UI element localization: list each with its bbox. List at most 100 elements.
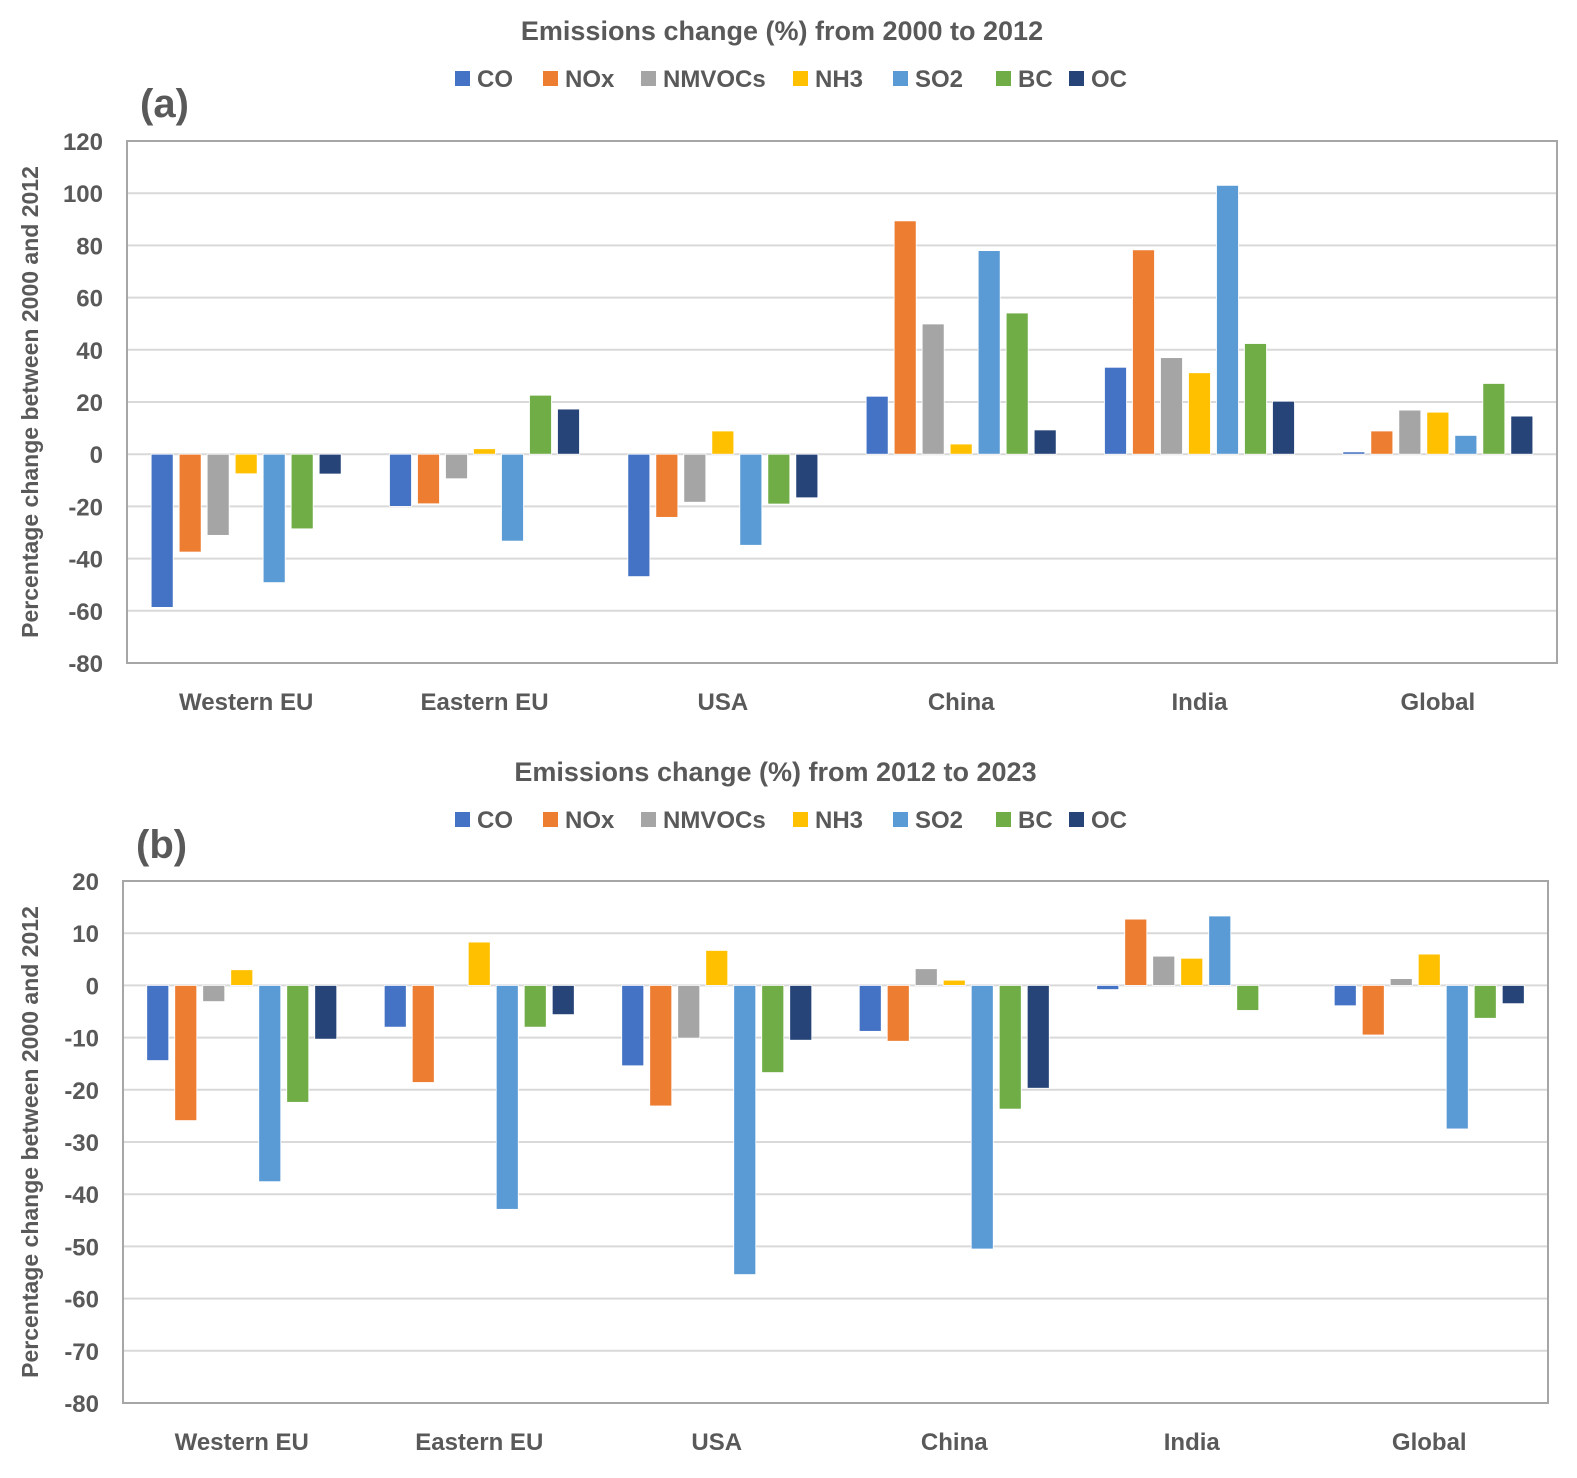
legend-item-so2: SO2 xyxy=(893,807,963,834)
bar-bc-india xyxy=(1244,343,1267,455)
bar-nh3-global xyxy=(1417,953,1441,986)
legend-label: CO xyxy=(477,807,513,834)
bar-nox-global xyxy=(1361,985,1385,1036)
bar-nh3-western-eu xyxy=(234,453,258,475)
bar-bc-global xyxy=(1473,985,1497,1019)
bar-group-india xyxy=(1104,184,1295,455)
y-tick-label: 40 xyxy=(76,338,103,365)
bar-nh3-western-eu xyxy=(230,969,254,986)
bar-so2-global xyxy=(1454,435,1478,455)
bar-so2-china xyxy=(970,985,994,1250)
bar-nh3-india xyxy=(1188,372,1211,455)
legend-label: NMVOCs xyxy=(663,807,766,834)
bar-co-western-eu xyxy=(150,453,174,608)
bar-group-western-eu xyxy=(150,453,342,608)
y-tick-label: 0 xyxy=(86,973,99,1000)
bar-nmvocs-usa xyxy=(683,453,707,503)
bar-co-global xyxy=(1342,451,1366,455)
legend-item-bc: BC xyxy=(996,66,1053,93)
y-tick-label: -20 xyxy=(68,494,103,521)
legend-label: OC xyxy=(1091,66,1127,93)
legend-swatch xyxy=(641,71,656,86)
panel-label: (b) xyxy=(136,823,187,867)
bar-bc-eastern-eu xyxy=(523,985,547,1028)
bar-nmvocs-western-eu xyxy=(202,985,226,1002)
bar-oc-western-eu xyxy=(314,985,338,1040)
bar-bc-usa xyxy=(767,453,791,505)
bar-co-eastern-eu xyxy=(389,453,412,507)
bar-so2-global xyxy=(1445,985,1469,1130)
legend-swatch xyxy=(1069,812,1084,827)
legend-swatch xyxy=(893,71,908,86)
bar-nox-india xyxy=(1132,249,1155,455)
y-tick-label: 100 xyxy=(63,181,103,208)
legend-swatch xyxy=(1069,71,1084,86)
bar-nox-western-eu xyxy=(178,453,202,553)
bar-so2-usa xyxy=(733,985,757,1275)
legend-label: NH3 xyxy=(815,66,863,93)
legend-item-oc: OC xyxy=(1069,807,1127,834)
bar-nox-eastern-eu xyxy=(411,985,435,1083)
bar-so2-western-eu xyxy=(258,985,282,1183)
y-tick-label: -30 xyxy=(64,1130,99,1157)
bar-group-usa xyxy=(621,950,813,1275)
legend-label: OC xyxy=(1091,807,1127,834)
legend-swatch xyxy=(996,812,1011,827)
bar-oc-usa xyxy=(795,453,819,499)
legend-swatch xyxy=(793,812,808,827)
x-category-label: Western EU xyxy=(179,689,313,716)
bar-oc-global xyxy=(1501,985,1525,1005)
chart-title: Emissions change (%) from 2000 to 2012 xyxy=(521,16,1043,46)
bar-bc-western-eu xyxy=(290,453,314,530)
legend-label: NOx xyxy=(565,66,615,93)
legend-label: SO2 xyxy=(915,807,963,834)
chart-panel-b: Emissions change (%) from 2012 to 2023 (b… xyxy=(17,757,1549,1456)
bar-oc-eastern-eu xyxy=(557,408,580,455)
bar-group-china xyxy=(865,220,1057,455)
chart-panel-a: Emissions change (%) from 2000 to 2012 (a… xyxy=(17,16,1558,716)
bar-co-china xyxy=(865,395,889,455)
bar-oc-india xyxy=(1272,400,1295,455)
bar-co-india xyxy=(1096,985,1120,990)
x-category-label: China xyxy=(928,689,995,716)
bar-so2-eastern-eu xyxy=(501,453,524,542)
bar-bc-china xyxy=(998,985,1022,1110)
bar-oc-global xyxy=(1510,415,1534,455)
bar-nh3-eastern-eu xyxy=(473,448,496,455)
legend-swatch xyxy=(641,812,656,827)
y-tick-label: -60 xyxy=(64,1287,99,1314)
x-category-label: Global xyxy=(1400,689,1475,716)
y-tick-label: 20 xyxy=(72,869,99,896)
y-tick-label: -60 xyxy=(68,599,103,626)
legend: CO NOx NMVOCs NH3 SO2 BC OC xyxy=(455,66,1127,93)
bar-nh3-china xyxy=(949,443,973,455)
legend-swatch xyxy=(893,812,908,827)
bar-nmvocs-china xyxy=(921,323,945,455)
bar-group-eastern-eu xyxy=(383,941,575,1210)
y-tick-label: 120 xyxy=(63,129,103,156)
legend-item-nh3: NH3 xyxy=(793,807,863,834)
bar-nox-china xyxy=(893,220,917,455)
x-category-label: Eastern EU xyxy=(415,1429,543,1456)
legend-label: BC xyxy=(1018,807,1053,834)
y-tick-label: 0 xyxy=(90,442,103,469)
bar-nmvocs-global xyxy=(1398,409,1422,455)
bar-group-china xyxy=(858,968,1050,1250)
bar-nox-china xyxy=(886,985,910,1042)
x-category-label: USA xyxy=(691,1429,742,1456)
legend-item-oc: OC xyxy=(1069,66,1127,93)
legend-item-co: CO xyxy=(455,807,513,834)
bar-group-usa xyxy=(627,430,819,578)
plot-area xyxy=(122,880,1549,1404)
legend-swatch xyxy=(455,71,470,86)
bar-co-usa xyxy=(627,453,651,578)
bar-co-usa xyxy=(621,985,645,1067)
y-tick-label: 60 xyxy=(76,286,103,313)
legend-item-co: CO xyxy=(455,66,513,93)
legend-swatch xyxy=(455,812,470,827)
bar-bc-eastern-eu xyxy=(529,394,552,455)
bar-nox-global xyxy=(1370,430,1394,455)
bar-group-western-eu xyxy=(146,969,338,1183)
bar-nox-western-eu xyxy=(174,985,198,1121)
legend-label: CO xyxy=(477,66,513,93)
